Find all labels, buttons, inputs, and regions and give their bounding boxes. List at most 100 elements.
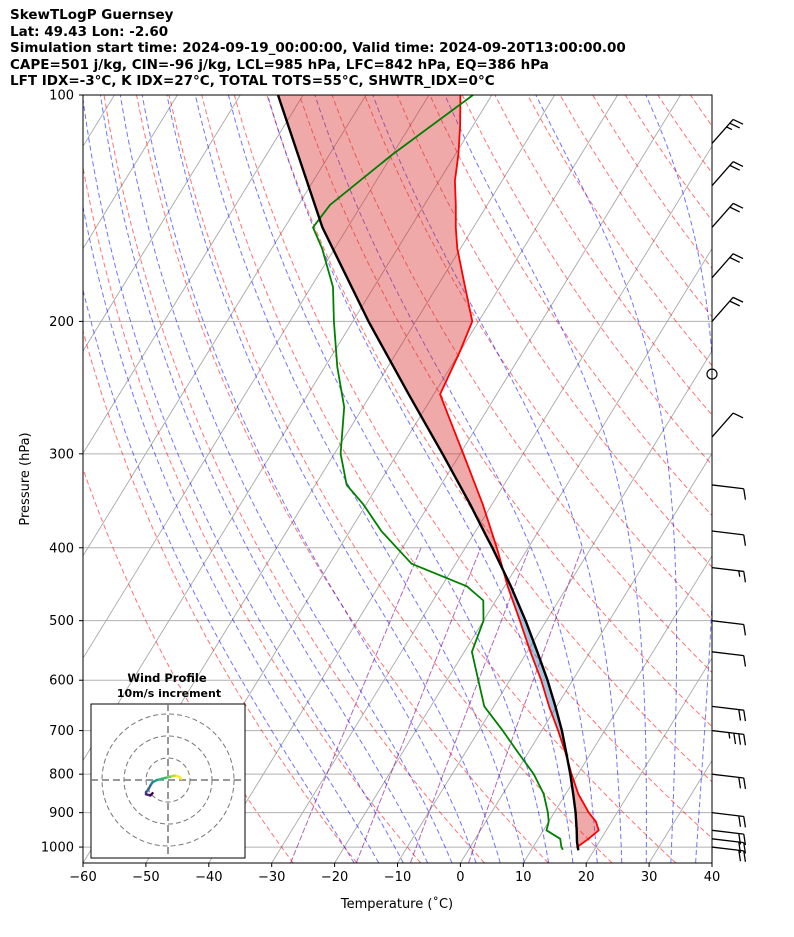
x-tick-label: 40 (704, 870, 721, 885)
barb-staff (711, 838, 744, 844)
inset-title-line-1: Wind Profile (127, 671, 207, 685)
barb-flag (743, 842, 747, 854)
barb-flag (733, 733, 737, 745)
dry-adiabat-line (689, 95, 712, 127)
isotherm-line (334, 247, 712, 863)
dry-adiabat-line (461, 95, 712, 466)
isotherm-line (271, 145, 712, 863)
dry-adiabat-line (83, 164, 422, 863)
y-tick-label: 300 (49, 447, 74, 462)
mixing-ratio-line (409, 547, 531, 863)
barb-flag (738, 777, 742, 789)
x-tick-label: −50 (132, 870, 159, 885)
mixing-ratio-line (290, 547, 422, 863)
moist-adiabat-line (372, 95, 623, 863)
moist-adiabat-line (535, 95, 678, 863)
y-tick-label: 100 (49, 89, 74, 104)
barb-flag (738, 709, 742, 721)
barb-flag (732, 253, 744, 260)
barb-staff (711, 484, 744, 490)
title-line-1: SkewTLogP Guernsey (10, 7, 174, 23)
barb-flag (738, 833, 742, 845)
moist-adiabat-line (314, 95, 598, 863)
dry-adiabat-line (103, 95, 485, 863)
barb-staff (711, 253, 734, 279)
dry-adiabat-line (136, 95, 549, 863)
x-tick-label: −60 (69, 870, 96, 885)
barb-flag (729, 256, 741, 263)
dry-adiabat-line (657, 95, 712, 174)
hodograph-trace (149, 792, 154, 797)
moist-adiabat-line (100, 95, 429, 863)
x-tick-label: −20 (321, 870, 348, 885)
moist-adiabat-line (645, 95, 712, 863)
y-tick-label: 200 (49, 315, 74, 330)
wind-barb (711, 253, 744, 279)
dewpoint-line (312, 95, 564, 851)
dry-adiabat-line (83, 467, 294, 863)
dry-adiabat-line (298, 95, 712, 728)
dry-adiabat-line (527, 95, 712, 367)
wind-barb (711, 846, 747, 862)
title-line-4: CAPE=501 j/kg, CIN=-96 j/kg, LCL=985 hPa… (10, 56, 549, 73)
wind-barb (711, 202, 744, 228)
dry-adiabat-line (168, 95, 613, 863)
barb-staff (711, 412, 734, 438)
barb-flag (738, 841, 742, 854)
barb-flag (729, 206, 741, 213)
title-line-2: Lat: 49.43 Lon: -2.60 (10, 23, 169, 40)
barb-staff (711, 846, 744, 852)
y-tick-label: 500 (49, 614, 74, 629)
barb-flag (738, 815, 742, 827)
barb-staff (711, 829, 744, 835)
wind-barb (711, 161, 744, 187)
y-tick-label: 1000 (41, 841, 74, 856)
barb-staff (711, 296, 734, 322)
inset-title-line-2: 10m/s increment (117, 687, 221, 700)
wind-barb (711, 412, 744, 438)
barb-flag (732, 296, 744, 303)
barb-flag (729, 122, 741, 129)
moist-adiabat-line (444, 95, 647, 863)
barb-flag (743, 850, 747, 862)
x-tick-label: −40 (195, 870, 222, 885)
isotherm-line (522, 554, 712, 863)
moist-adiabat-line (119, 95, 453, 863)
wind-barb (711, 620, 747, 636)
dry-adiabat-line (494, 95, 712, 416)
y-tick-label: 700 (49, 724, 74, 739)
title-line-3: Simulation start time: 2024-09-19_00:00:… (10, 40, 626, 56)
x-tick-label: −30 (258, 870, 285, 885)
barb-staff (711, 705, 744, 711)
barb-flag (743, 534, 747, 546)
wind-barb (711, 484, 747, 500)
barb-flag (732, 161, 744, 168)
y-axis-label: Pressure (hPa) (18, 432, 33, 525)
wind-barb (711, 838, 747, 854)
wind-barb (711, 705, 747, 722)
wind-barb (711, 651, 747, 667)
isotherm-line (83, 95, 304, 455)
wind-barb (706, 368, 718, 380)
isotherm-line (83, 95, 178, 250)
barb-staff (711, 729, 744, 736)
barb-flag (743, 734, 747, 746)
barb-flag (743, 571, 747, 583)
dry-adiabat-line (83, 329, 358, 863)
barb-flag (732, 118, 744, 125)
y-tick-label: 600 (49, 674, 74, 689)
dry-adiabat-line (233, 95, 712, 839)
barb-staff (711, 773, 744, 779)
barb-flag (743, 710, 747, 722)
calm-circle (706, 368, 718, 380)
isotherm-line (208, 95, 681, 863)
dry-adiabat-line (756, 95, 794, 863)
isotherm-line (83, 95, 367, 557)
barb-flag (743, 834, 747, 846)
barb-flag (732, 202, 744, 209)
title-line-5: LFT IDX=-3°C, K IDX=27°C, TOTAL TOTS=55°… (10, 73, 495, 89)
barb-flag (743, 777, 747, 789)
barb-staff (711, 161, 734, 187)
barb-flag (743, 816, 747, 828)
